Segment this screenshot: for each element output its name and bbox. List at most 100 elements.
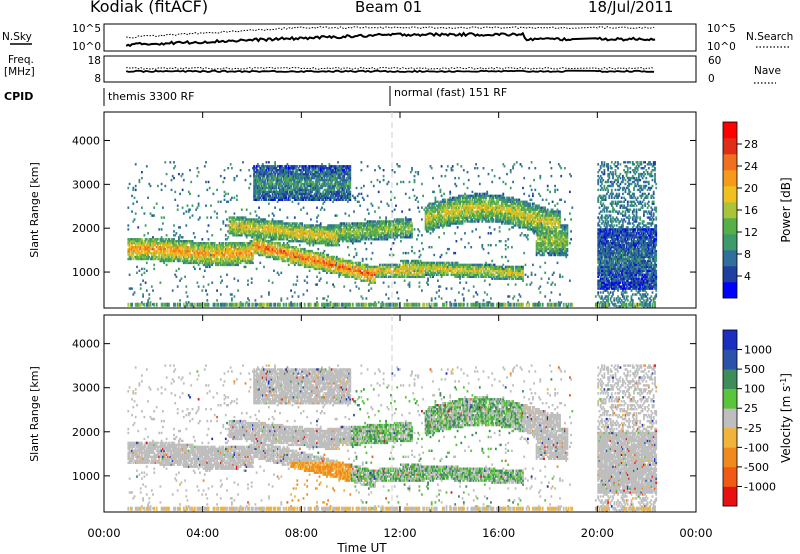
power-cell xyxy=(136,249,138,253)
power-cell xyxy=(253,238,255,241)
power-cell xyxy=(311,196,313,199)
power-cell xyxy=(400,234,402,237)
power-cell xyxy=(263,184,265,188)
power-cell xyxy=(340,169,343,172)
power-cell xyxy=(128,238,131,241)
power-cell xyxy=(293,216,296,219)
power-cell xyxy=(269,196,272,199)
power-cell xyxy=(229,257,232,261)
power-cell xyxy=(276,192,279,196)
power-cell xyxy=(365,232,368,235)
power-cell xyxy=(328,261,331,265)
power-cell xyxy=(263,194,265,198)
power-cell xyxy=(291,172,294,176)
power-cell xyxy=(317,176,320,180)
power-cell xyxy=(273,230,275,233)
power-cell xyxy=(239,216,242,219)
power-cell xyxy=(242,259,244,263)
power-cell xyxy=(358,236,360,239)
power-cell xyxy=(335,230,338,233)
power-cell xyxy=(313,167,316,170)
power-cell xyxy=(269,222,272,225)
power-cell xyxy=(342,240,344,243)
power-cell xyxy=(359,240,362,243)
power-cell xyxy=(143,257,146,261)
power-cell xyxy=(285,244,288,247)
power-cell xyxy=(361,228,364,231)
power-cell xyxy=(293,194,296,198)
power-cell xyxy=(302,240,305,243)
power-cell xyxy=(240,249,243,253)
power-cell xyxy=(268,167,270,170)
power-cell xyxy=(274,161,276,164)
power-cell xyxy=(337,167,339,170)
power-cell xyxy=(396,291,399,294)
power-cell xyxy=(258,194,260,198)
power-cell xyxy=(301,171,304,174)
power-cell xyxy=(377,220,380,223)
power-cell xyxy=(152,236,154,239)
power-cell xyxy=(322,263,325,267)
power-cell xyxy=(238,244,241,247)
power-cell xyxy=(231,302,233,307)
power-cell xyxy=(293,255,296,259)
power-cell xyxy=(326,190,328,194)
power-cell xyxy=(255,244,258,247)
power-cell xyxy=(366,273,369,276)
power-cell xyxy=(128,242,131,245)
power-cell xyxy=(310,228,312,231)
power-cell xyxy=(286,222,289,225)
power-cell xyxy=(281,196,284,199)
power-cell xyxy=(265,171,268,174)
power-cell xyxy=(323,192,326,196)
power-cell xyxy=(335,240,338,243)
power-cell xyxy=(205,247,207,251)
power-cell xyxy=(330,184,333,188)
power-cell xyxy=(300,222,302,225)
power-cell xyxy=(335,302,338,307)
power-cell xyxy=(263,182,265,186)
power-cell xyxy=(207,283,210,286)
power-cell xyxy=(222,246,225,249)
power-cell xyxy=(342,178,344,182)
power-cell xyxy=(364,263,366,267)
power-cell xyxy=(268,178,270,182)
power-cell xyxy=(145,302,148,307)
power-cell xyxy=(286,249,289,253)
power-cell xyxy=(297,240,300,243)
power-cell xyxy=(131,246,133,249)
power-cell xyxy=(165,263,168,267)
power-cell xyxy=(397,230,400,233)
power-cell xyxy=(293,232,296,235)
power-cell xyxy=(326,228,328,231)
power-cell xyxy=(306,167,309,170)
power-cell xyxy=(292,283,295,286)
power-cell xyxy=(301,198,304,201)
power-cell xyxy=(190,259,193,263)
power-cell xyxy=(307,167,310,170)
power-cell xyxy=(152,289,154,292)
power-cell xyxy=(301,232,304,235)
power-cell xyxy=(334,174,337,178)
power-cell xyxy=(264,172,267,176)
power-cell xyxy=(282,257,285,261)
power-cell xyxy=(385,302,387,307)
power-cell xyxy=(324,240,327,243)
power-cell xyxy=(171,251,174,255)
power-cell xyxy=(261,240,264,243)
power-cell xyxy=(274,194,276,198)
power-cell xyxy=(332,265,334,269)
power-cell xyxy=(274,182,276,186)
power-cell xyxy=(273,196,275,199)
power-cell xyxy=(179,257,181,261)
power-cell xyxy=(164,247,167,251)
power-cell xyxy=(313,188,316,192)
power-cell xyxy=(329,171,332,174)
power-cell xyxy=(297,234,300,237)
power-cell xyxy=(184,305,186,308)
power-cell xyxy=(275,236,278,239)
power-cell xyxy=(282,242,285,245)
power-cell xyxy=(355,230,358,233)
power-cell xyxy=(238,234,241,237)
power-cell xyxy=(302,165,305,168)
